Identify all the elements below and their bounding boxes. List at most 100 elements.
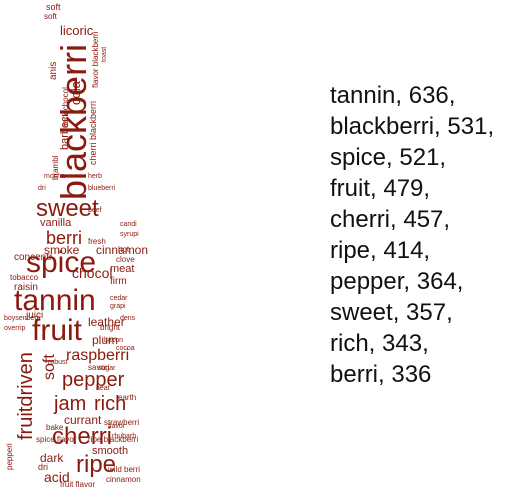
cloud-word: smooth xyxy=(92,445,128,457)
frequency-entry: berri, 336 xyxy=(330,361,432,388)
cloud-word: candi xyxy=(120,221,137,228)
cloud-word: bright xyxy=(100,323,121,332)
cloud-word: dark chocol xyxy=(61,87,70,128)
frequency-entry: rich, 343, xyxy=(330,330,429,357)
entry-word: pepper xyxy=(330,268,404,295)
cloud-word: dri xyxy=(38,185,46,192)
cloud-word: firm xyxy=(110,276,127,287)
cloud-word: tannin xyxy=(14,284,96,317)
entry-count: 521 xyxy=(399,144,440,171)
cloud-word: mocha xyxy=(44,173,65,180)
cloud-word: jam xyxy=(53,393,86,415)
cloud-word: cedar xyxy=(110,295,128,302)
entry-word: fruit xyxy=(330,175,371,202)
word-frequency-list: tannin, 636, blackberri, 531, spice, 521… xyxy=(330,80,528,390)
cloud-word: cocoa xyxy=(116,345,135,352)
cloud-word: smoke xyxy=(44,243,80,257)
cloud-word: wild berri xyxy=(107,465,140,474)
cloud-word: raisin xyxy=(14,282,38,293)
cloud-word: pepper xyxy=(62,369,125,391)
cloud-word: tobacco xyxy=(10,273,39,282)
entry-word: berri xyxy=(330,361,379,388)
cloud-word: fruit xyxy=(32,314,83,347)
entry-count: 336 xyxy=(391,361,432,388)
cloud-word: blackberri xyxy=(53,44,94,200)
entry-count: 457 xyxy=(403,206,444,233)
cloud-word: overrip xyxy=(4,325,26,332)
frequency-entry: fruit, 479, xyxy=(330,175,431,202)
cloud-word: savori xyxy=(88,363,110,372)
cloud-word: bacon xyxy=(104,337,123,344)
cloud-word: soft xyxy=(46,2,61,12)
cloud-word: syrupi xyxy=(120,231,139,238)
cloud-word: ripe xyxy=(76,451,116,478)
bottle-word-cloud: soft soft licoric blackberri dark chocol… xyxy=(4,2,148,488)
cloud-word: beef xyxy=(88,207,102,214)
cloud-word: cherri xyxy=(52,423,112,450)
frequency-entry: sweet, 357, xyxy=(330,299,453,326)
cloud-word: raspberri xyxy=(66,347,129,364)
cloud-word: clove xyxy=(116,255,135,264)
entry-count: 343 xyxy=(382,330,423,357)
cloud-word: boysenberri xyxy=(4,315,41,322)
cloud-word: herb xyxy=(88,173,102,180)
cloud-word: cola xyxy=(68,80,83,105)
entry-word: ripe xyxy=(330,237,371,264)
cloud-word: anis xyxy=(48,62,59,80)
cloud-word: heat xyxy=(96,385,110,392)
entry-count: 479 xyxy=(383,175,424,202)
frequency-entry: pepper, 364, xyxy=(330,268,464,295)
entry-word: blackberri xyxy=(330,113,435,140)
frequency-entry: blackberri, 531, xyxy=(330,113,495,140)
entry-count: 414 xyxy=(383,237,424,264)
entry-count: 531 xyxy=(447,113,488,140)
cloud-word: dri xyxy=(38,462,48,472)
entry-count: 636 xyxy=(408,82,449,109)
cloud-word: licoric xyxy=(60,23,94,38)
cloud-word: dark xyxy=(40,451,64,465)
cloud-word: pepperi xyxy=(5,443,14,470)
cloud-word: flavor blackberri xyxy=(91,31,100,88)
cloud-word: cinnamon xyxy=(96,243,148,257)
cloud-word: sweet xyxy=(36,195,99,222)
cloud-word: concentr xyxy=(14,252,53,263)
entry-word: spice xyxy=(330,144,387,171)
entry-word: tannin xyxy=(330,82,396,109)
cloud-word: rhubarb xyxy=(112,433,136,440)
frequency-entry: cherri, 457, xyxy=(330,206,451,233)
cloud-word: berri xyxy=(46,228,82,248)
cloud-word: acid xyxy=(44,469,70,485)
cloud-word: soft xyxy=(41,354,58,380)
cloud-word: fruit flavor xyxy=(60,480,95,488)
frequency-entry: spice, 521, xyxy=(330,144,447,171)
cloud-word: spice flavor xyxy=(36,435,77,444)
cloud-word: blueberri xyxy=(88,185,116,192)
entry-count: 364 xyxy=(416,268,457,295)
cloud-word: soft xyxy=(44,12,58,21)
cloud-word: spice xyxy=(26,246,96,279)
cloud-word: dens xyxy=(120,315,136,322)
cloud-word: ripe blackberri xyxy=(88,435,138,444)
cloud-word: chocol xyxy=(72,265,112,281)
cloud-word: brambl xyxy=(51,155,60,180)
cloud-word: flavor xyxy=(108,423,126,430)
cloud-word: sugar xyxy=(98,365,116,372)
cloud-word: earth xyxy=(118,393,136,402)
cloud-word: toast xyxy=(101,47,108,62)
cloud-word: rich xyxy=(94,393,126,415)
cloud-word: bake xyxy=(46,423,64,432)
cloud-word: leather xyxy=(88,315,125,329)
cloud-word: strawberri xyxy=(104,418,139,427)
cloud-word: currant xyxy=(64,413,102,427)
cloud-word: vanilla xyxy=(40,217,72,229)
cloud-word: fruitdriven xyxy=(15,352,37,440)
cloud-word: hot xyxy=(118,245,130,254)
cloud-word: meat xyxy=(110,263,134,275)
cloud-word: fresh xyxy=(88,237,106,246)
frequency-entry: ripe, 414, xyxy=(330,237,431,264)
entry-word: rich xyxy=(330,330,369,357)
cloud-word: cherri blackberri xyxy=(88,101,98,165)
entry-count: 357 xyxy=(406,299,447,326)
entry-word: cherri xyxy=(330,206,391,233)
cloud-word: plum xyxy=(92,333,118,347)
